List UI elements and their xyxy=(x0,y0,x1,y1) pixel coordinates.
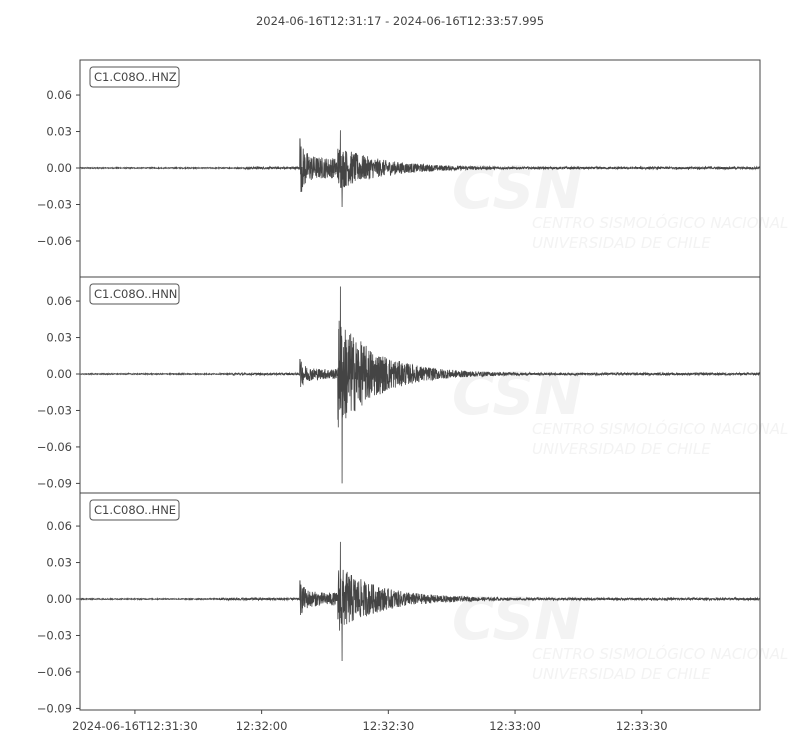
axes-frame xyxy=(79,276,761,494)
svg-text:UNIVERSIDAD DE CHILE: UNIVERSIDAD DE CHILE xyxy=(532,665,711,683)
svg-text:CENTRO SISMOLÓGICO NACIONAL: CENTRO SISMOLÓGICO NACIONAL xyxy=(532,419,788,438)
y-tick-label: −0.09 xyxy=(37,476,72,490)
svg-text:CSN: CSN xyxy=(452,585,583,653)
x-tick-label: 12:33:00 xyxy=(489,719,541,733)
x-tick-label: 2024-06-16T12:31:30 xyxy=(72,719,198,733)
y-tick-label: −0.06 xyxy=(37,234,72,248)
y-tick-label: −0.06 xyxy=(37,665,72,679)
y-tick-label: 0.03 xyxy=(46,125,72,139)
y-tick-label: 0.06 xyxy=(46,294,72,308)
y-tick-label: 0.06 xyxy=(46,88,72,102)
axes-frame xyxy=(79,492,761,711)
y-tick-label: −0.03 xyxy=(37,198,72,212)
trace-label: C1.C08O..HNN xyxy=(89,283,180,305)
trace-name: C1.C08O..HNZ xyxy=(94,70,177,84)
svg-text:CSN: CSN xyxy=(452,360,583,428)
svg-text:CSN: CSN xyxy=(452,154,583,222)
y-tick-label: 0.06 xyxy=(46,519,72,533)
y-tick-label: −0.03 xyxy=(37,403,72,417)
y-tick-label: −0.09 xyxy=(37,701,72,715)
x-axis: 2024-06-16T12:31:30 12:32:00 12:32:30 12:33… xyxy=(72,710,668,733)
figure-title: 2024-06-16T12:31:17 - 2024-06-16T12:33:5… xyxy=(256,14,544,28)
y-tick-label: 0.03 xyxy=(46,331,72,345)
y-tick-label: −0.03 xyxy=(37,628,72,642)
trace-name: C1.C08O..HNN xyxy=(94,287,177,301)
x-tick-label: 12:33:30 xyxy=(616,719,668,733)
y-tick-label: 0.00 xyxy=(46,161,72,175)
trace-label: C1.C08O..HNE xyxy=(89,499,180,521)
svg-text:CENTRO SISMOLÓGICO NACIONAL: CENTRO SISMOLÓGICO NACIONAL xyxy=(532,644,788,663)
waveform-line xyxy=(79,286,761,484)
trace-name: C1.C08O..HNE xyxy=(94,503,176,517)
svg-text:UNIVERSIDAD DE CHILE: UNIVERSIDAD DE CHILE xyxy=(532,234,711,252)
waveform-line xyxy=(79,130,761,207)
y-tick-label: 0.00 xyxy=(46,367,72,381)
x-tick-label: 12:32:30 xyxy=(363,719,415,733)
svg-text:CENTRO SISMOLÓGICO NACIONAL: CENTRO SISMOLÓGICO NACIONAL xyxy=(532,213,788,232)
x-tick-label: 12:32:00 xyxy=(236,719,288,733)
y-tick-label: −0.06 xyxy=(37,440,72,454)
y-tick-label: 0.03 xyxy=(46,556,72,570)
waveform-line xyxy=(79,541,761,662)
svg-text:UNIVERSIDAD DE CHILE: UNIVERSIDAD DE CHILE xyxy=(532,440,711,458)
y-tick-label: 0.00 xyxy=(46,592,72,606)
trace-label: C1.C08O..HNZ xyxy=(89,66,180,88)
